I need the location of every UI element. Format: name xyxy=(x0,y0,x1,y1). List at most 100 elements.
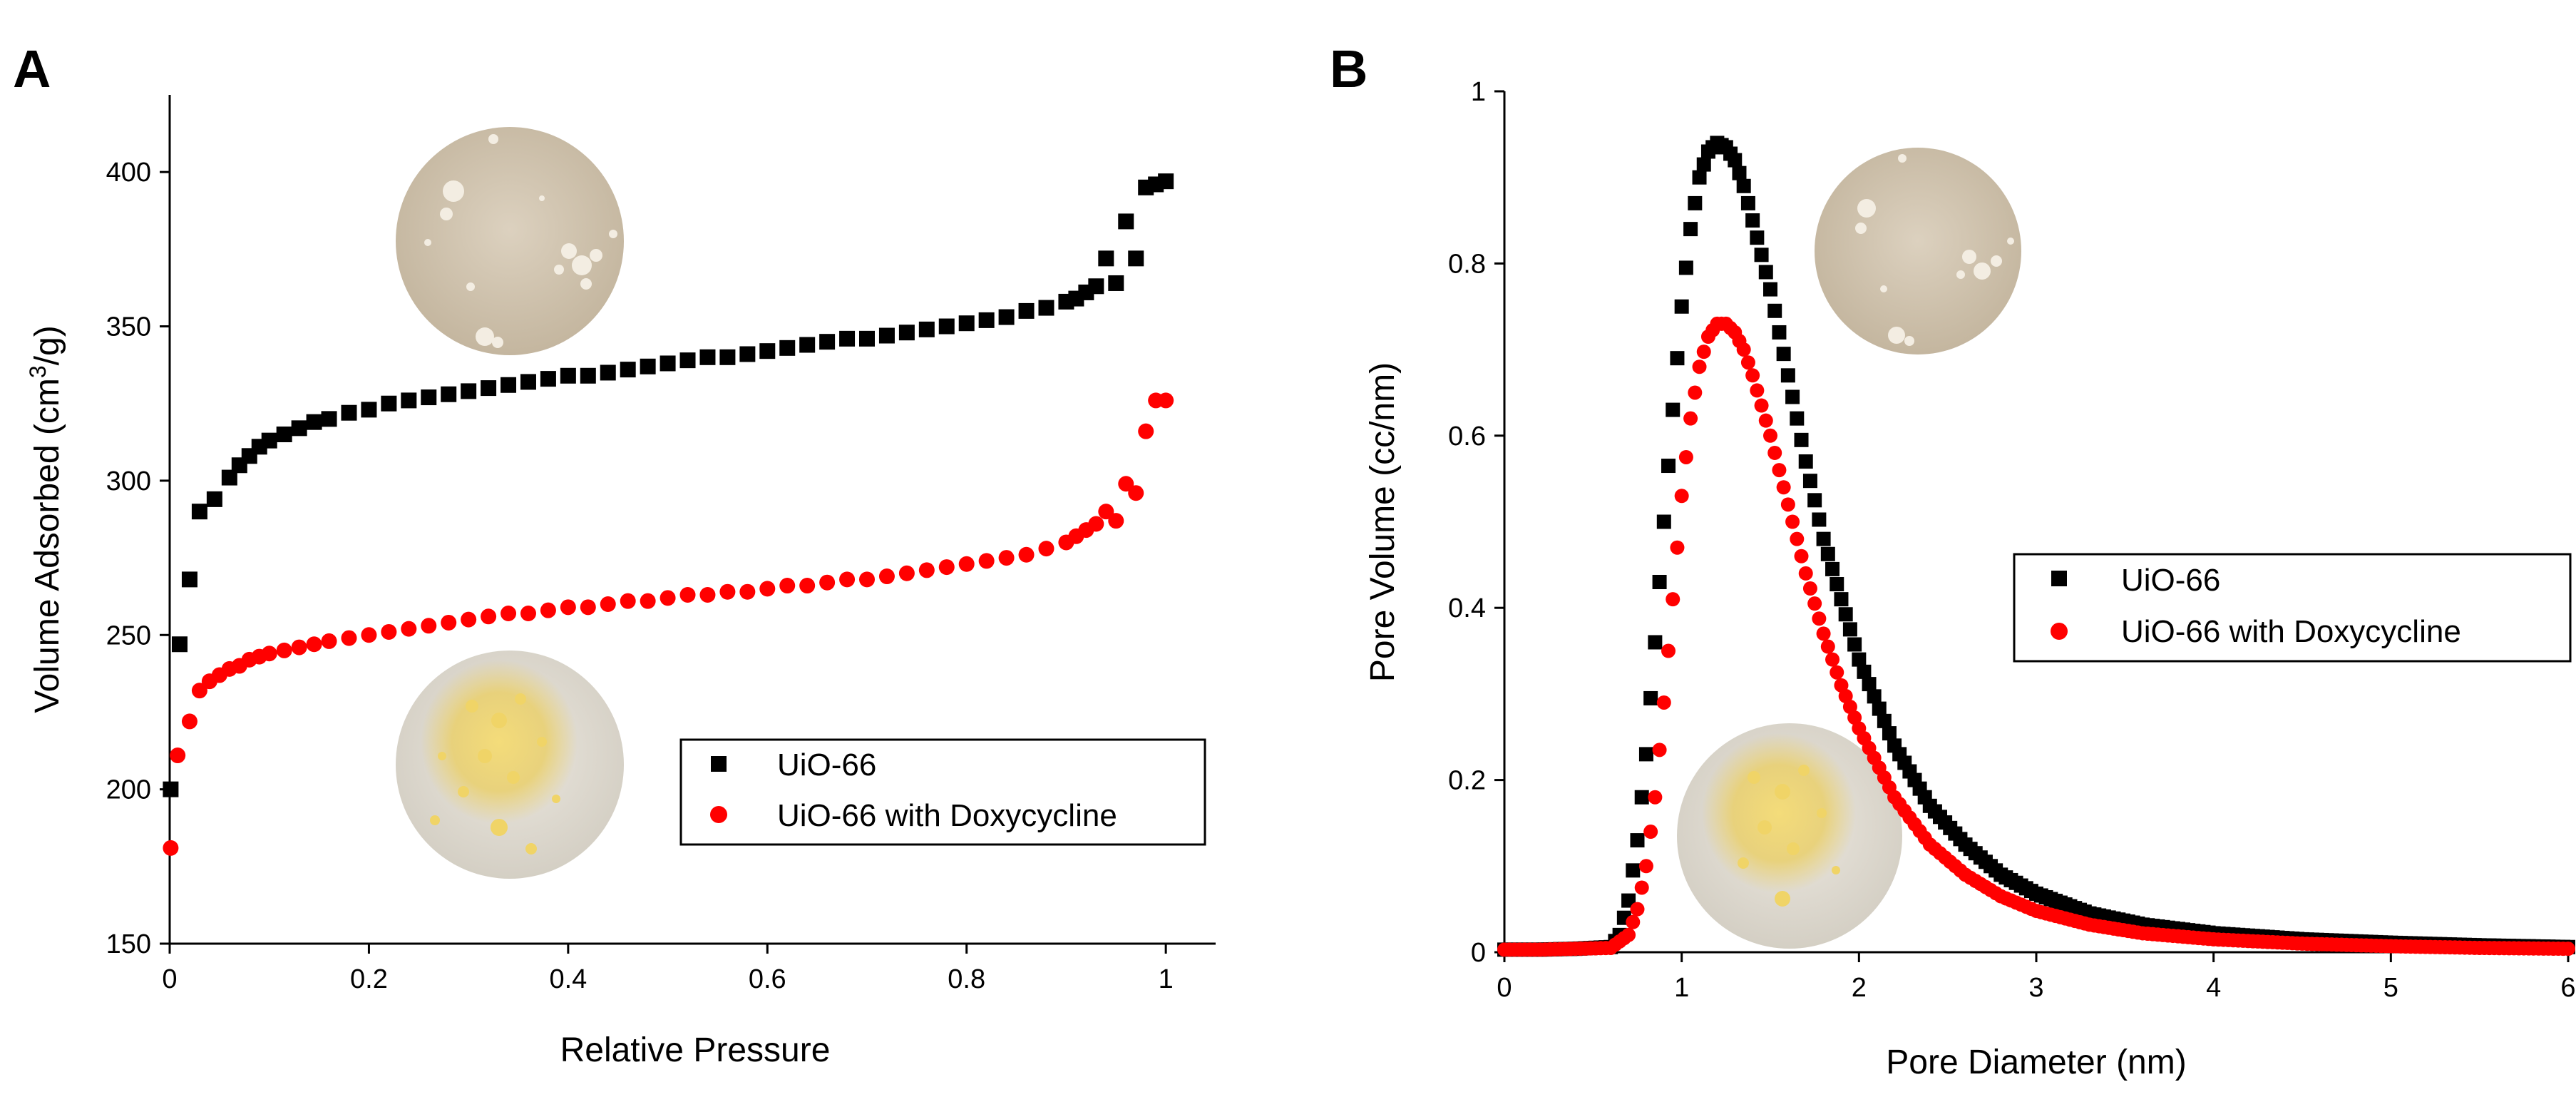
data-point-uio66-doxy xyxy=(1740,355,1755,370)
data-point-uio66-doxy xyxy=(1630,902,1645,917)
data-point-uio66 xyxy=(660,355,676,372)
data-point-uio66-doxy xyxy=(1018,546,1035,563)
legend-b: UiO-66 UiO-66 with Doxycycline xyxy=(2013,553,2572,663)
data-point-uio66-doxy xyxy=(1674,489,1689,504)
legend-b-box xyxy=(2013,553,2572,663)
data-point-uio66-doxy xyxy=(640,593,656,609)
data-point-uio66-doxy xyxy=(1088,516,1104,532)
x-axis-title-b: Pore Diameter (nm) xyxy=(1886,1044,2186,1081)
data-point-uio66-doxy xyxy=(580,599,596,616)
data-point-uio66-doxy xyxy=(1098,504,1114,520)
uio66-doxy-photo-b-pile xyxy=(1702,733,1856,893)
uio66-photo-particles xyxy=(424,134,617,348)
data-point-uio66 xyxy=(321,411,337,427)
data-point-uio66-doxy xyxy=(1754,398,1769,413)
data-point-uio66 xyxy=(441,386,457,402)
data-point-uio66-doxy xyxy=(898,565,915,581)
data-point-uio66-doxy xyxy=(859,571,875,588)
x-tick-label-a: 1 xyxy=(1159,964,1174,994)
data-point-uio66-doxy xyxy=(958,556,975,572)
data-point-uio66 xyxy=(978,312,995,328)
data-point-uio66-doxy xyxy=(2561,942,2575,956)
y-tick-label-a: 350 xyxy=(106,312,151,342)
data-point-uio66-doxy xyxy=(1834,678,1849,693)
data-point-uio66 xyxy=(1661,459,1676,474)
panel-label-a: A xyxy=(13,39,51,98)
data-point-uio66 xyxy=(421,389,437,406)
data-point-uio66-doxy xyxy=(1688,385,1703,400)
data-point-uio66 xyxy=(1696,157,1711,172)
data-point-uio66-doxy xyxy=(998,550,1015,566)
data-point-uio66-doxy xyxy=(1785,514,1800,529)
data-point-uio66-doxy xyxy=(1670,540,1685,555)
data-point-uio66 xyxy=(171,636,188,653)
data-point-uio66 xyxy=(1666,402,1680,417)
data-point-uio66-doxy xyxy=(1830,665,1844,680)
data-point-uio66-doxy xyxy=(381,623,397,640)
data-point-uio66 xyxy=(898,325,915,341)
data-point-uio66 xyxy=(560,367,576,384)
data-point-uio66-doxy xyxy=(799,578,816,594)
y-tick-label-b: 0.4 xyxy=(1448,593,1486,623)
data-point-uio66-doxy xyxy=(1038,541,1054,557)
data-point-uio66-doxy xyxy=(1780,497,1795,512)
data-point-uio66 xyxy=(1158,173,1174,190)
y-tick-label-b: 0.8 xyxy=(1448,249,1486,279)
y-tick-label-b: 0 xyxy=(1471,938,1486,968)
data-point-uio66 xyxy=(206,491,222,507)
data-point-uio66 xyxy=(1630,833,1645,848)
data-point-uio66 xyxy=(361,402,377,418)
data-point-uio66-doxy xyxy=(1626,914,1641,929)
data-point-uio66-doxy xyxy=(191,683,207,699)
data-point-uio66-doxy xyxy=(1816,626,1831,641)
data-point-uio66-doxy xyxy=(170,748,186,764)
data-point-uio66-doxy xyxy=(759,581,776,597)
data-point-uio66 xyxy=(501,377,517,393)
y-tick-label-a: 250 xyxy=(106,621,151,651)
data-point-uio66-doxy xyxy=(1802,581,1817,596)
data-point-uio66-doxy xyxy=(1652,743,1667,757)
data-point-uio66 xyxy=(759,343,776,359)
data-point-uio66-doxy xyxy=(560,599,576,616)
legend-a-label-doxy: UiO-66 with Doxycycline xyxy=(777,798,1117,833)
y-axis-title-b: Pore Volume (cc/nm) xyxy=(1364,362,1402,682)
data-point-uio66 xyxy=(1758,265,1773,280)
data-point-uio66 xyxy=(1750,230,1765,245)
x-tick-label-b: 2 xyxy=(1852,973,1867,1003)
data-point-uio66 xyxy=(1740,195,1755,210)
data-point-uio66-doxy xyxy=(1678,449,1693,464)
data-point-uio66-doxy xyxy=(501,605,517,621)
data-point-uio66 xyxy=(1857,664,1872,679)
data-point-uio66-doxy xyxy=(1656,695,1671,710)
data-point-uio66 xyxy=(1108,275,1124,291)
data-point-uio66-doxy xyxy=(1794,549,1809,563)
data-point-uio66-doxy xyxy=(938,559,955,576)
y-tick-label-a: 150 xyxy=(106,929,151,959)
x-tick-label-b: 4 xyxy=(2206,973,2221,1003)
data-point-uio66 xyxy=(878,327,895,344)
data-point-uio66 xyxy=(839,330,856,347)
data-point-uio66 xyxy=(1816,531,1831,546)
data-point-uio66-doxy xyxy=(1158,392,1174,409)
data-point-uio66-doxy xyxy=(918,562,935,578)
legend-b-marker-doxy xyxy=(2051,623,2068,640)
data-point-uio66 xyxy=(1776,347,1791,362)
x-tick-label-b: 3 xyxy=(2028,973,2043,1003)
data-point-uio66-doxy xyxy=(1847,710,1862,725)
data-point-uio66-doxy xyxy=(819,574,836,591)
data-point-uio66 xyxy=(1785,389,1800,404)
data-point-uio66-doxy xyxy=(1696,345,1711,359)
data-point-uio66 xyxy=(600,364,616,381)
data-point-uio66 xyxy=(620,362,636,378)
data-point-uio66 xyxy=(1678,260,1693,275)
data-point-uio66-doxy xyxy=(1736,342,1751,357)
x-tick-label-a: 0 xyxy=(162,964,177,994)
data-point-uio66 xyxy=(1802,474,1817,489)
data-point-uio66 xyxy=(779,340,796,356)
data-point-uio66 xyxy=(1767,303,1782,318)
data-point-uio66 xyxy=(918,321,935,337)
data-point-uio66-doxy xyxy=(1790,531,1805,546)
data-point-uio66-doxy xyxy=(1763,428,1777,443)
x-tick-label-a: 0.8 xyxy=(948,964,985,994)
x-axis-title-a: Relative Pressure xyxy=(560,1031,831,1069)
